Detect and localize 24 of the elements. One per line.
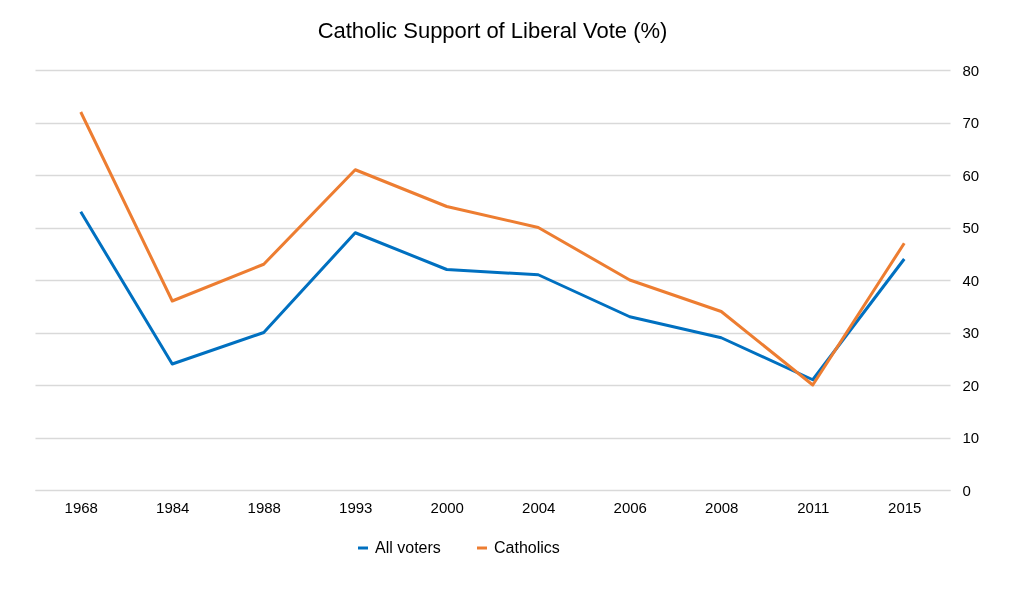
y-tick-label: 70: [962, 114, 980, 131]
x-tick-label: 1988: [247, 498, 281, 516]
y-tick-label: 50: [962, 219, 980, 236]
legend-label: Catholics: [494, 539, 560, 556]
x-tick-label: 2008: [705, 498, 739, 516]
y-tick-label: 10: [962, 429, 980, 446]
x-tick-label: 2000: [430, 498, 464, 516]
x-tick-label: 1993: [339, 498, 373, 516]
legend-label: All voters: [375, 539, 441, 556]
y-tick-label: 0: [962, 481, 971, 499]
y-tick-label: 20: [962, 376, 980, 394]
line-series: [79, 110, 906, 387]
y-tick-label: 40: [962, 271, 980, 289]
y-tick-label: 80: [962, 61, 980, 79]
chart-title: Catholic Support of Liberal Vote (%): [317, 18, 668, 43]
y-tick-label: 60: [962, 166, 980, 184]
x-tick-label: 2011: [797, 498, 830, 516]
x-tick-label: 2015: [888, 498, 922, 516]
y-tick-label: 30: [962, 324, 980, 341]
x-tick-label: 2004: [522, 498, 556, 516]
x-tick-label: 2006: [613, 498, 647, 516]
line-series: [79, 210, 906, 382]
x-tick-label: 1968: [64, 498, 98, 516]
x-tick-label: 1984: [156, 498, 190, 516]
